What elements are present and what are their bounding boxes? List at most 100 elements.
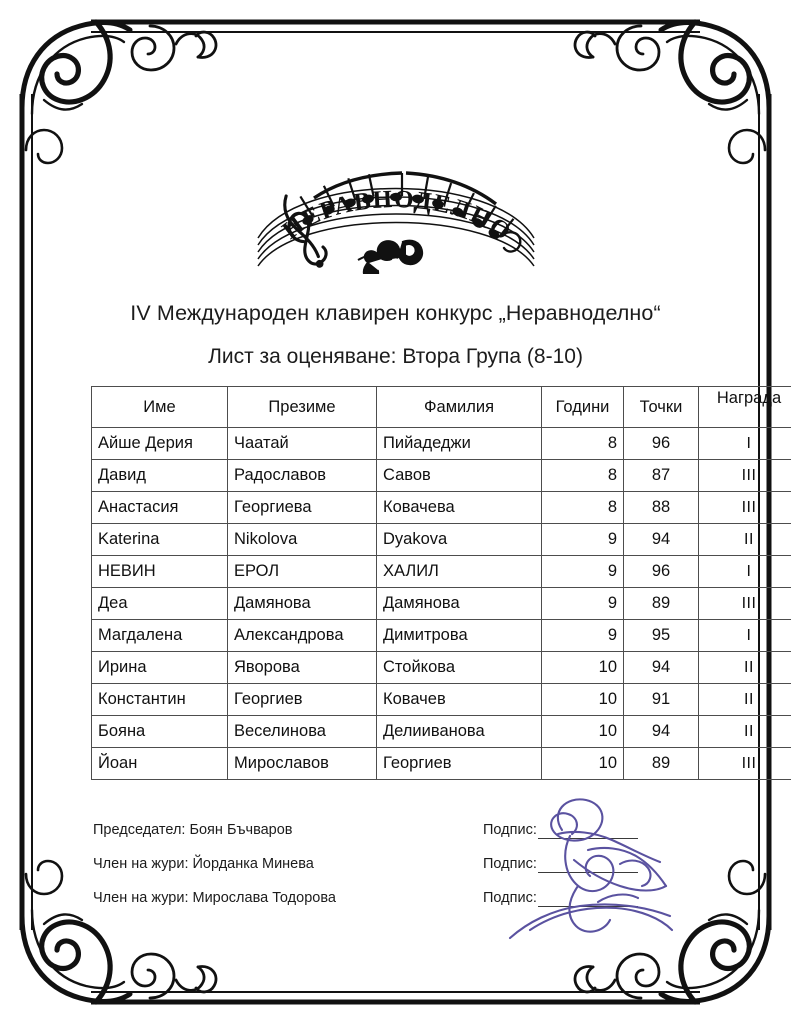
signature-rule[interactable] [537,820,638,839]
cell-name: Katerina [91,523,228,556]
table-row: Давид Радославов Савов 8 87 III [91,459,791,492]
cell-prize: III [698,587,791,620]
table-row: НЕВИН ЕРОЛ ХАЛИЛ 9 96 I [91,555,791,588]
column-header-years: Години [541,386,624,428]
signature-rule[interactable] [537,854,638,873]
cell-years: 10 [541,715,624,748]
score-table: Име Презиме Фамилия Години Точки Награда… [91,386,791,780]
column-header-middle: Презиме [227,386,377,428]
jury-list: Председател: Боян Бъчваров Член на жури:… [93,820,336,922]
cell-middle: ЕРОЛ [227,555,377,588]
table-row: Katerina Nikolova Dyakova 9 94 II [91,523,791,556]
table-row: Бояна Веселинова Делииванова 10 94 II [91,715,791,748]
cell-middle: Радославов [227,459,377,492]
cell-years: 9 [541,555,624,588]
table-row: Магдалена Александрова Димитрова 9 95 I [91,619,791,652]
signature-row: Подпис: [483,854,638,888]
column-header-prize: Награда [698,386,791,428]
cell-points: 89 [623,587,699,620]
cell-family: Dyakova [376,523,542,556]
logo-artwork: НЕРАВНОДЕЛНО [256,171,535,274]
signature-label: Подпис: [483,822,537,838]
table-row: Ирина Яворова Стойкова 10 94 II [91,651,791,684]
cell-points: 94 [623,523,699,556]
jury-line: Председател: Боян Бъчваров [93,822,293,838]
cell-family: Савов [376,459,542,492]
cell-points: 89 [623,747,699,780]
cell-family: Стойкова [376,651,542,684]
cell-years: 8 [541,491,624,524]
cell-name: Айше Дерия [91,427,228,460]
cell-prize: I [698,619,791,652]
signature-row: Подпис: [483,888,638,922]
jury-line: Член на жури: Мирослава Тодорова [93,890,336,906]
cell-family: Ковачева [376,491,542,524]
signature-lines: Подпис: Подпис: Подпис: [483,820,638,922]
cell-years: 8 [541,459,624,492]
table-row: Деа Дамянова Дамянова 9 89 III [91,587,791,620]
cell-points: 91 [623,683,699,716]
cell-name: Анастасия [91,491,228,524]
cell-family: Георгиев [376,747,542,780]
cell-prize: I [698,427,791,460]
cell-name: Ирина [91,651,228,684]
table-row: Анастасия Георгиева Ковачева 8 88 III [91,491,791,524]
cell-years: 10 [541,651,624,684]
cell-family: ХАЛИЛ [376,555,542,588]
signature-label: Подпис: [483,890,537,906]
page-title: IV Международен клавирен конкурс „Неравн… [130,301,661,325]
page-subtitle: Лист за оценяване: Втора Група (8-10) [208,345,583,368]
cell-points: 94 [623,651,699,684]
cell-prize: II [698,523,791,556]
cell-name: Магдалена [91,619,228,652]
cell-family: Дамянова [376,587,542,620]
table-row: Константин Георгиев Ковачев 10 91 II [91,683,791,716]
title-block: IV Международен клавирен конкурс „Неравн… [0,298,791,372]
signature-row: Подпис: [483,820,638,854]
cell-name: Давид [91,459,228,492]
cell-prize: III [698,491,791,524]
signature-label: Подпис: [483,856,537,872]
cell-middle: Георгиев [227,683,377,716]
cell-middle: Георгиева [227,491,377,524]
cell-prize: III [698,459,791,492]
cell-years: 8 [541,427,624,460]
column-header-points: Точки [623,386,699,428]
cell-prize: II [698,715,791,748]
cell-name: Константин [91,683,228,716]
cell-years: 10 [541,747,624,780]
cell-middle: Веселинова [227,715,377,748]
jury-line: Член на жури: Йорданка Минева [93,856,314,872]
cell-prize: I [698,555,791,588]
cell-middle: Чаатай [227,427,377,460]
cell-name: НЕВИН [91,555,228,588]
cell-family: Делииванова [376,715,542,748]
table-row: Йоан Мирославов Георгиев 10 89 III [91,747,791,780]
cell-middle: Александрова [227,619,377,652]
cell-points: 87 [623,459,699,492]
column-header-family: Фамилия [376,386,542,428]
cell-points: 96 [623,427,699,460]
rose-icon [357,239,423,274]
cell-points: 94 [623,715,699,748]
cell-points: 95 [623,619,699,652]
cell-points: 88 [623,491,699,524]
cell-name: Бояна [91,715,228,748]
cell-years: 9 [541,523,624,556]
cell-name: Йоан [91,747,228,780]
cell-prize: II [698,651,791,684]
cell-points: 96 [623,555,699,588]
treble-clef-icon [282,194,328,268]
cell-name: Деа [91,587,228,620]
cell-middle: Мирославов [227,747,377,780]
cell-prize: III [698,747,791,780]
cell-years: 10 [541,683,624,716]
table-row: Айше Дерия Чаатай Пийадеджи 8 96 I [91,427,791,460]
cell-middle: Nikolova [227,523,377,556]
cell-middle: Яворова [227,651,377,684]
cell-family: Ковачев [376,683,542,716]
competition-logo: НЕРАВНОДЕЛНО [246,142,546,274]
signature-rule[interactable] [537,888,638,907]
cell-middle: Дамянова [227,587,377,620]
